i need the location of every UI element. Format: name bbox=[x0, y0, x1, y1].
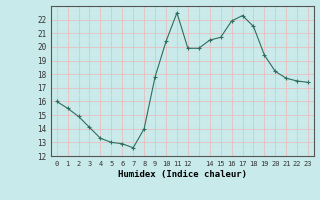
X-axis label: Humidex (Indice chaleur): Humidex (Indice chaleur) bbox=[118, 170, 247, 179]
